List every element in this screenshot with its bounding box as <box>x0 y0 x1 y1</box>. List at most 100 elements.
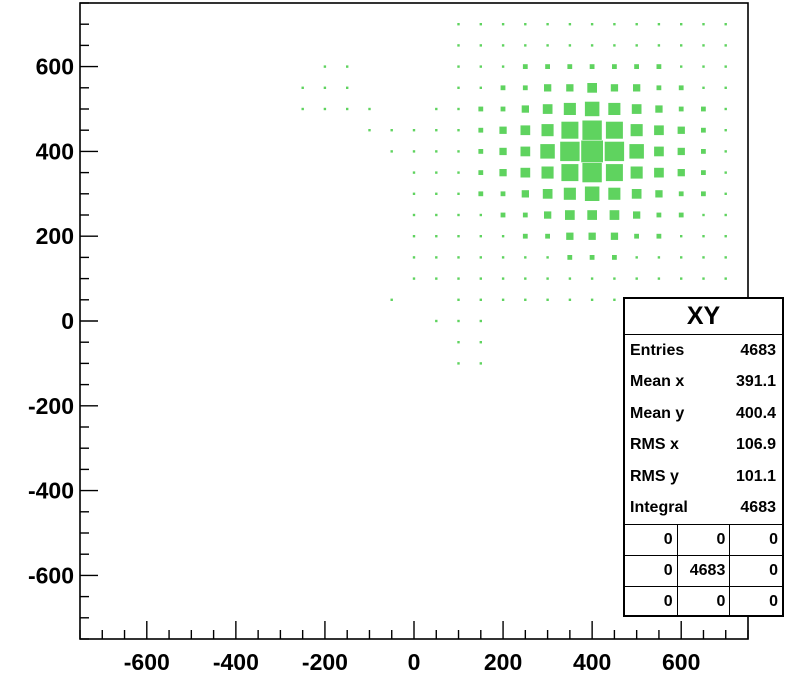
bin-marker <box>412 150 416 153</box>
bin-marker <box>479 23 482 26</box>
stats-value: 101.1 <box>735 467 776 485</box>
bin-marker <box>479 44 482 47</box>
bin-marker <box>457 298 460 301</box>
bin-marker <box>677 147 685 156</box>
bin-marker <box>566 84 574 92</box>
bin-marker <box>701 191 706 197</box>
bin-marker <box>630 166 643 179</box>
bin-marker <box>323 107 327 111</box>
bin-marker <box>612 255 617 260</box>
bin-marker <box>655 190 663 198</box>
bin-marker <box>457 65 460 68</box>
stats-row: Mean x 391.1 <box>625 367 782 399</box>
bin-markers <box>301 23 727 365</box>
bin-marker <box>457 86 460 89</box>
bin-marker <box>565 210 575 220</box>
stats-rows: Entries 4683 Mean x 391.1 Mean y 400.4 RMS x 10… <box>625 335 782 524</box>
bin-marker <box>654 125 664 136</box>
bin-marker <box>630 124 643 137</box>
bin-marker <box>589 255 595 260</box>
stats-grid-cell: 0 <box>676 587 730 617</box>
bin-marker <box>545 64 550 69</box>
bin-marker <box>457 107 460 111</box>
bin-marker <box>680 65 683 68</box>
bin-marker <box>524 277 527 280</box>
bin-marker <box>412 256 416 259</box>
bin-marker <box>412 213 416 217</box>
bin-marker <box>478 127 484 133</box>
x-tick-label: -600 <box>124 649 170 675</box>
bin-marker <box>609 210 620 220</box>
bin-marker <box>678 106 684 112</box>
bin-marker <box>724 107 727 111</box>
bin-marker <box>635 23 638 26</box>
bin-marker <box>678 85 684 91</box>
bin-marker <box>501 277 505 280</box>
bin-marker <box>541 166 554 179</box>
stats-label: Mean x <box>630 373 685 391</box>
bin-marker <box>390 298 393 301</box>
y-tick-label: 200 <box>36 223 74 249</box>
bin-marker <box>587 210 597 220</box>
bin-marker <box>657 44 661 47</box>
bin-marker <box>524 23 527 26</box>
stats-row: Mean y 400.4 <box>625 398 782 430</box>
bin-marker <box>678 212 684 218</box>
bin-marker <box>435 256 438 259</box>
bin-marker <box>412 192 416 195</box>
bin-marker <box>435 319 438 323</box>
bin-marker <box>435 171 438 174</box>
bin-marker <box>479 235 482 238</box>
bin-marker <box>479 341 482 344</box>
bin-marker <box>500 85 506 91</box>
bin-marker <box>724 235 727 238</box>
bin-marker <box>566 232 574 240</box>
bin-marker <box>544 211 552 219</box>
bin-marker <box>545 233 550 239</box>
bin-marker <box>657 256 661 259</box>
stats-row: Integral 4683 <box>625 493 782 525</box>
bin-marker <box>608 102 621 115</box>
bin-marker <box>346 65 349 68</box>
stats-box: XY Entries 4683 Mean x 391.1 Mean y 400.4 RMS … <box>623 297 784 617</box>
bin-marker <box>323 65 327 68</box>
y-tick-label: 400 <box>36 138 74 164</box>
stats-title: XY <box>625 299 782 335</box>
bin-marker <box>656 233 662 239</box>
bin-marker <box>613 44 616 47</box>
bin-marker <box>499 169 507 177</box>
bin-marker <box>541 124 554 137</box>
bin-marker <box>478 106 484 112</box>
y-tick-label: -200 <box>28 393 74 419</box>
x-tick-label: -200 <box>302 649 348 675</box>
bin-marker <box>633 211 641 219</box>
bin-marker <box>412 129 416 132</box>
bin-marker <box>540 144 555 159</box>
bin-marker <box>582 162 602 183</box>
bin-marker <box>584 101 600 117</box>
bin-marker <box>301 107 304 111</box>
bin-marker <box>561 121 579 139</box>
bin-marker <box>605 121 623 139</box>
bin-marker <box>457 256 460 259</box>
bin-marker <box>631 189 642 199</box>
stats-row: RMS y 101.1 <box>625 461 782 493</box>
bin-marker <box>457 23 460 26</box>
bin-marker <box>590 277 594 280</box>
bin-marker <box>702 235 705 238</box>
bin-marker <box>613 298 616 301</box>
stats-row: Entries 4683 <box>625 335 782 367</box>
bin-marker <box>702 256 705 259</box>
bin-marker <box>457 171 460 174</box>
bin-marker <box>501 298 505 301</box>
bin-marker <box>655 105 663 113</box>
bin-marker <box>589 64 595 69</box>
bin-marker <box>701 149 706 154</box>
bin-marker <box>701 106 706 112</box>
bin-marker <box>501 44 505 47</box>
bin-marker <box>613 23 616 26</box>
bin-marker <box>479 319 482 323</box>
stats-label: RMS y <box>630 467 679 485</box>
bin-marker <box>479 256 482 259</box>
bin-marker <box>501 23 505 26</box>
